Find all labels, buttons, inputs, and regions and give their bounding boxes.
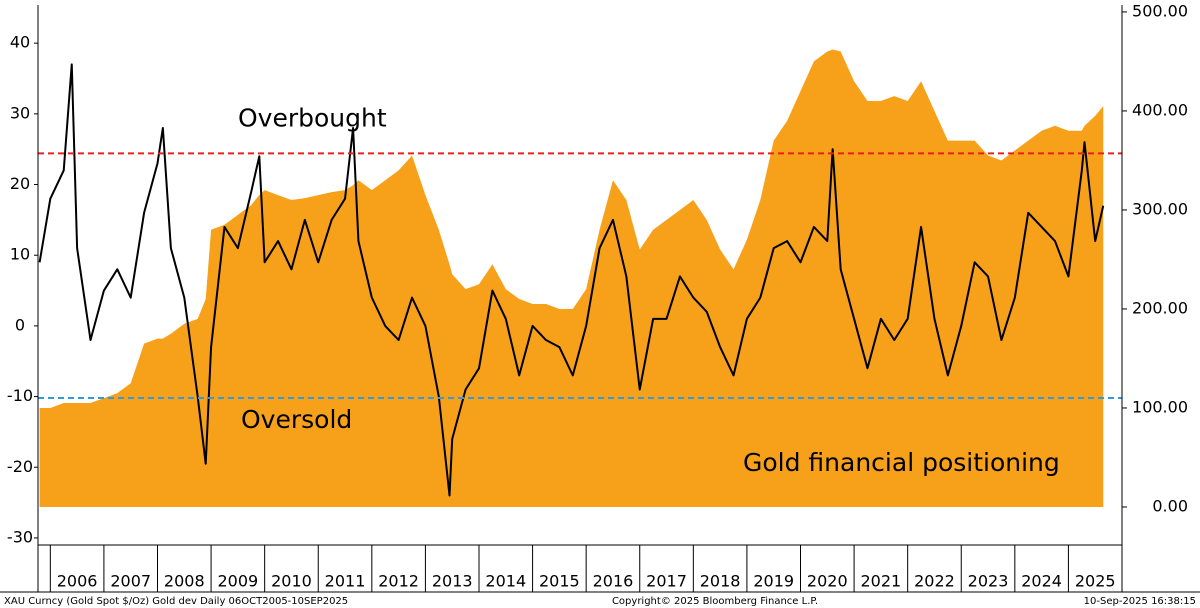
x-tick-label: 2011 — [325, 572, 366, 591]
x-tick-label: 2007 — [110, 572, 151, 591]
y-tick-label: -20 — [7, 457, 33, 476]
x-tick-label: 2013 — [432, 572, 473, 591]
y2-tick-label: 500.00 — [1132, 1, 1188, 20]
y2-tick-label: 400.00 — [1132, 100, 1188, 119]
x-tick-label: 2016 — [593, 572, 634, 591]
footer-copyright: Copyright© 2025 Bloomberg Finance L.P. — [612, 596, 818, 607]
footer-source: XAU Curncy (Gold Spot $/Oz) Gold dev Dai… — [4, 596, 348, 607]
reference-label: Overbought — [238, 103, 387, 132]
positioning-area — [39, 49, 1104, 507]
y2-tick-label: 100.00 — [1132, 397, 1188, 416]
x-tick-label: 2012 — [378, 572, 419, 591]
x-tick-label: 2017 — [646, 572, 687, 591]
x-tick-label: 2014 — [485, 572, 526, 591]
x-tick-label: 2018 — [700, 572, 741, 591]
x-tick-label: 2024 — [1021, 572, 1062, 591]
x-tick-label: 2015 — [539, 572, 580, 591]
y2-tick-label: 200.00 — [1132, 298, 1188, 317]
y-tick-label: 40 — [10, 33, 30, 52]
y-tick-label: 30 — [10, 103, 30, 122]
y-tick-label: -30 — [7, 527, 33, 546]
x-tick-label: 2006 — [57, 572, 98, 591]
x-tick-label: 2008 — [164, 572, 205, 591]
y-tick-label: 0 — [15, 315, 25, 334]
y2-tick-label: 300.00 — [1132, 199, 1188, 218]
x-tick-label: 2009 — [218, 572, 259, 591]
x-tick-label: 2022 — [914, 572, 955, 591]
y-tick-label: 20 — [10, 174, 30, 193]
x-tick-label: 2020 — [807, 572, 848, 591]
y-tick-label: -10 — [7, 386, 33, 405]
y2-tick-label: 0.00 — [1152, 496, 1188, 515]
gold-dev-line — [38, 63, 1105, 497]
x-tick-label: 2023 — [968, 572, 1009, 591]
x-tick-label: 2010 — [271, 572, 312, 591]
series-annotation: Gold financial positioning — [743, 448, 1060, 477]
x-tick-label: 2025 — [1075, 572, 1116, 591]
footer-timestamp: 10-Sep-2025 16:38:15 — [1084, 596, 1196, 607]
x-tick-label: 2019 — [753, 572, 794, 591]
y-tick-label: 10 — [10, 245, 30, 264]
reference-label: Oversold — [241, 405, 352, 434]
x-tick-label: 2021 — [861, 572, 902, 591]
